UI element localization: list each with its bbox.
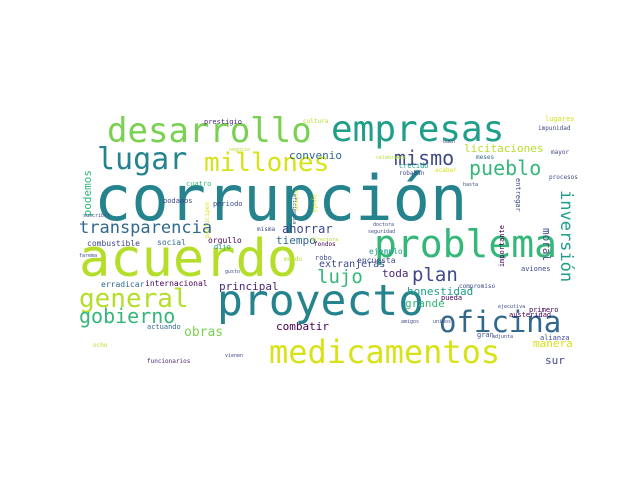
word-cloud: corrupción acuerdo proyecto problema emp…	[79, 110, 579, 367]
word-ocho: ocho	[93, 342, 108, 349]
word-licitaciones: licitaciones	[464, 142, 544, 155]
word-inversion: inversión	[556, 190, 576, 283]
word-negocio: negocio	[229, 147, 251, 153]
word-meses: meses	[476, 154, 495, 161]
word-ejecutiva: ejecutiva	[498, 304, 526, 310]
word-desarrollo: desarrollo	[107, 111, 312, 151]
word-erradicar: erradicar	[101, 280, 145, 289]
word-eficiencia: eficiencia	[291, 194, 297, 225]
word-combustible: combustible	[87, 239, 140, 248]
word-estando: estando	[293, 190, 299, 212]
word-medicamentos: medicamentos	[269, 333, 501, 367]
word-robo: robo	[315, 254, 332, 262]
word-orgullo: orgullo	[208, 236, 242, 245]
word-buen: buen	[443, 139, 456, 145]
word-ejemplo: ejemplo	[369, 247, 403, 256]
word-cuatro: cuatro	[186, 180, 212, 188]
word-corrupcion: corrupción	[94, 162, 468, 235]
word-acabar: acabar	[435, 167, 457, 174]
word-mundo: mundo	[284, 256, 303, 263]
word-convenio: convenio	[289, 149, 342, 162]
word-internacional: internacional	[145, 279, 208, 288]
word-millones: millones	[204, 148, 330, 178]
word-lugares: lugares	[545, 115, 575, 123]
word-gran: gran	[477, 331, 494, 339]
word-importante: importante	[498, 225, 506, 268]
word-suscribir: suscribir	[83, 213, 111, 219]
word-fondos: fondos	[314, 241, 336, 248]
word-combatir: combatir	[276, 320, 329, 333]
word-aviones: aviones	[521, 265, 551, 273]
word-entregar: entregar	[514, 178, 522, 212]
word-problema: problema	[374, 222, 558, 266]
word-plan: plan	[412, 264, 458, 286]
word-empresas: empresas	[331, 110, 505, 150]
word-encuesta: encuesta	[357, 256, 396, 265]
word-dijo: dijo	[214, 243, 231, 251]
word-prestigio: prestigio	[204, 118, 242, 126]
word-crecido: crecido	[399, 162, 429, 170]
word-adjunta: adjunta	[492, 334, 514, 340]
word-unidos: unidos	[433, 319, 452, 325]
word-ayuda: ayuda	[311, 194, 318, 213]
word-primero: primero	[529, 306, 559, 314]
word-obras: obras	[184, 325, 224, 340]
word-celebramos: celebramos	[376, 155, 407, 161]
word-pueblo: pueblo	[469, 156, 542, 180]
word-compromiso: compromiso	[459, 283, 496, 290]
word-toda: toda	[382, 267, 409, 280]
word-moral: moral	[540, 228, 553, 262]
word-podemos: podemos	[81, 170, 94, 217]
word-mayor: mayor	[551, 149, 570, 156]
word-impunidad: impunidad	[538, 125, 571, 132]
word-farema: farema	[79, 253, 98, 259]
word-honestidad: honestidad	[407, 285, 474, 298]
word-general: general	[79, 284, 189, 314]
word-procesos: procesos	[549, 174, 578, 181]
word-lujo: lujo	[317, 266, 363, 288]
word-actuando: actuando	[147, 323, 181, 331]
word-periodo: periodo	[213, 200, 243, 208]
word-proyecto: proyecto	[217, 276, 425, 326]
word-social: social	[157, 238, 186, 247]
word-seguridad: seguridad	[368, 229, 396, 235]
word-misma: misma	[257, 226, 276, 233]
word-acuerdo: acuerdo	[79, 229, 299, 289]
word-doctora: doctora	[373, 222, 395, 228]
word-austeridad: austeridad	[509, 311, 552, 319]
word-amigos2: amigos	[401, 319, 420, 325]
word-directora: directora	[311, 237, 339, 243]
word-transparencia: transparencia	[79, 218, 213, 238]
word-hasta: hasta	[463, 182, 479, 188]
word-ahorrar: ahorrar	[282, 222, 333, 236]
word-gusto: gusto	[225, 269, 241, 275]
word-manera: manera	[533, 337, 573, 350]
word-grande: grande	[405, 297, 445, 310]
word-pueda: pueda	[441, 294, 463, 302]
word-alianza: alianza	[540, 334, 570, 342]
word-oficina: oficina	[439, 305, 562, 339]
word-participen: participen	[204, 202, 211, 239]
word-principal: principal	[219, 280, 279, 293]
word-tiempo: tiempo	[276, 234, 316, 247]
word-robaban: robaban	[399, 170, 425, 177]
word-gobierno: gobierno	[79, 304, 176, 328]
word-podamos: podamos	[163, 197, 193, 205]
word-lugar: lugar	[97, 142, 188, 177]
word-mismo: mismo	[394, 146, 455, 170]
word-sur: sur	[545, 354, 565, 367]
word-funcionarios: funcionarios	[147, 358, 191, 365]
word-extranjeras: extranjeras	[319, 259, 386, 270]
word-vienen: vienen	[225, 353, 244, 359]
word-cultura: cultura	[303, 118, 329, 125]
